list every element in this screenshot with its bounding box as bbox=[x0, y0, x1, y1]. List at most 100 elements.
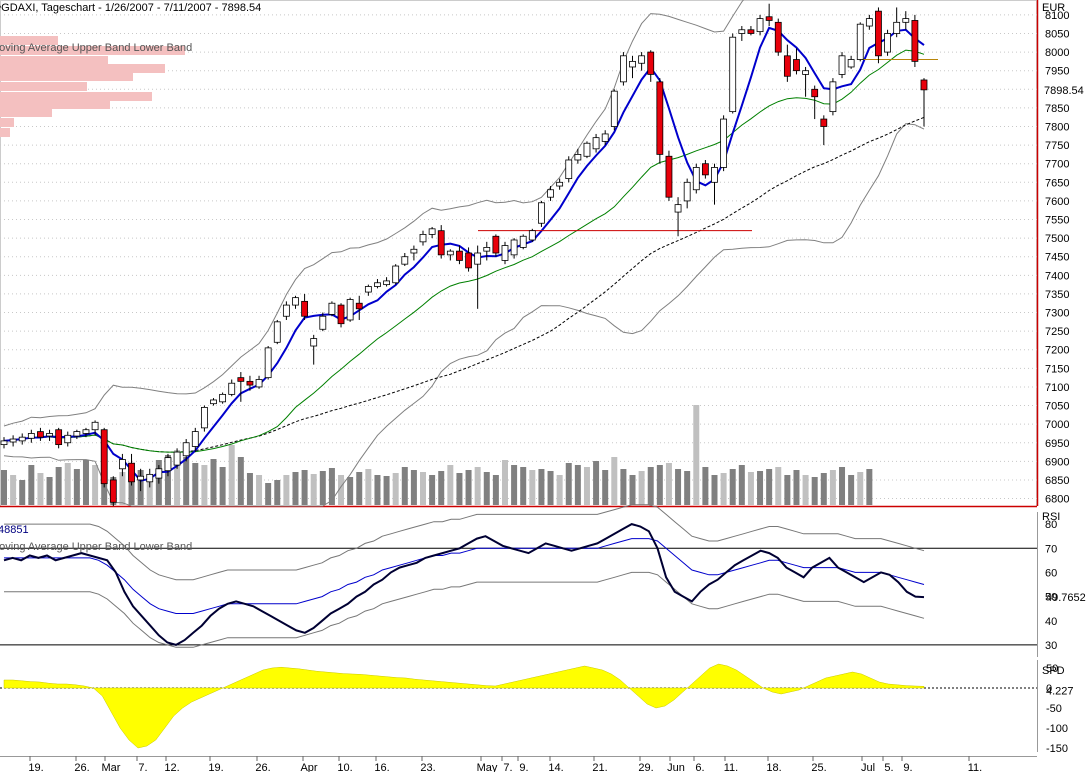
volume-bar bbox=[529, 470, 536, 505]
price-tick-label: 6850 bbox=[1045, 475, 1069, 487]
volume-bar bbox=[319, 471, 326, 505]
volume-bar bbox=[219, 467, 226, 505]
volume-bar bbox=[511, 465, 518, 505]
candle-body bbox=[355, 302, 363, 310]
volume-bar bbox=[119, 472, 126, 505]
x-tick-label: 10. bbox=[337, 762, 352, 772]
x-tick-label: 9. bbox=[519, 762, 528, 772]
x-tick-label: 23. bbox=[420, 762, 435, 772]
volume-bar bbox=[501, 460, 508, 505]
spd-last-value: 4.227 bbox=[1046, 685, 1074, 697]
candle-body bbox=[647, 51, 655, 75]
volume-bar bbox=[638, 471, 645, 505]
ma50-line bbox=[3, 116, 925, 453]
rsi-last-value: 49.7652 bbox=[1046, 592, 1086, 604]
volume-bar bbox=[301, 470, 308, 505]
candle-body bbox=[55, 429, 63, 446]
candle-body bbox=[510, 239, 518, 256]
candle-body bbox=[783, 55, 791, 77]
candle-body bbox=[82, 429, 90, 434]
volume-bar bbox=[693, 405, 700, 505]
candle-body bbox=[64, 434, 72, 444]
rsi-moving-average bbox=[4, 538, 925, 614]
candle-body bbox=[319, 315, 327, 330]
volume-profile-bar bbox=[0, 36, 58, 45]
candle-body bbox=[182, 442, 190, 457]
candle-body bbox=[656, 81, 664, 155]
candle-body bbox=[100, 429, 108, 485]
volume-bar bbox=[237, 457, 244, 505]
candle-body bbox=[483, 247, 491, 252]
volume-bar bbox=[410, 470, 417, 505]
lower-band-line bbox=[3, 123, 925, 507]
volume-bar bbox=[729, 469, 736, 505]
volume-bar bbox=[784, 475, 791, 505]
candle-body bbox=[246, 380, 254, 386]
volume-bar bbox=[146, 476, 153, 505]
candle-body bbox=[774, 21, 782, 53]
price-tick-label: 7950 bbox=[1045, 66, 1069, 78]
candle-body bbox=[164, 457, 172, 472]
rsi-upper-band bbox=[4, 504, 925, 581]
x-tick-label: 18. bbox=[766, 762, 781, 772]
volume-bar bbox=[520, 467, 527, 505]
volume-bar bbox=[656, 465, 663, 505]
candle-body bbox=[665, 155, 673, 198]
x-tick-label: 29. bbox=[638, 762, 653, 772]
candle-body bbox=[210, 399, 217, 405]
volume-bar bbox=[73, 469, 80, 505]
candle-body bbox=[747, 29, 755, 34]
price-tick-label: 7150 bbox=[1045, 363, 1069, 375]
volume-bar bbox=[101, 475, 108, 505]
volume-bar bbox=[565, 463, 572, 505]
volume-profile-bar bbox=[0, 118, 14, 127]
volume-profile-bar bbox=[0, 100, 110, 109]
volume-bar bbox=[547, 471, 554, 505]
volume-bar bbox=[483, 472, 490, 505]
x-tick-label: 21. bbox=[592, 762, 607, 772]
volume-bar bbox=[365, 469, 372, 505]
candle-body bbox=[392, 265, 400, 284]
x-tick-label: 5. bbox=[884, 762, 893, 772]
volume-bar bbox=[848, 475, 855, 505]
volume-bar bbox=[283, 475, 290, 505]
volume-bar bbox=[1, 470, 7, 505]
spd-panel: 50 0 -50 -100 -150 SPD 4.227 bbox=[0, 660, 1074, 755]
last-price-label: 7898.54 bbox=[1044, 85, 1084, 97]
volume-profile-bar bbox=[0, 72, 133, 81]
price-axis-unit: EUR bbox=[1042, 2, 1065, 14]
candle-body bbox=[820, 118, 828, 127]
candle-body bbox=[109, 479, 117, 503]
price-tick-label: 6950 bbox=[1045, 438, 1069, 450]
price-tick-label: 7750 bbox=[1045, 140, 1069, 152]
volume-bar bbox=[583, 467, 590, 505]
volume-bar bbox=[620, 469, 627, 505]
candle-body bbox=[547, 189, 554, 198]
candle-body bbox=[446, 250, 454, 256]
volume-bar bbox=[246, 473, 253, 505]
volume-bar bbox=[392, 473, 399, 505]
candle-body bbox=[346, 299, 354, 321]
volume-bar bbox=[857, 472, 864, 505]
ma20-line bbox=[3, 49, 925, 453]
volume-bar bbox=[64, 463, 71, 505]
candle-body bbox=[264, 347, 272, 379]
price-tick-label: 6800 bbox=[1045, 494, 1069, 506]
x-tick-label: 16. bbox=[374, 762, 389, 772]
price-tick-label: 7650 bbox=[1045, 177, 1069, 189]
candle-body bbox=[884, 33, 891, 53]
spd-title: SPD bbox=[1042, 665, 1065, 677]
candle-body bbox=[711, 167, 718, 183]
volume-bar bbox=[447, 465, 454, 505]
x-tick-label: 26. bbox=[255, 762, 270, 772]
volume-bar bbox=[538, 469, 545, 505]
volume-profile-bar bbox=[0, 128, 10, 137]
candle-body bbox=[374, 282, 381, 287]
volume-bar bbox=[793, 470, 800, 505]
price-tick-label: 7500 bbox=[1045, 233, 1069, 245]
volume-bar bbox=[492, 475, 499, 505]
candle-body bbox=[574, 154, 582, 161]
volume-bar bbox=[465, 470, 472, 505]
volume-bar bbox=[383, 476, 390, 505]
